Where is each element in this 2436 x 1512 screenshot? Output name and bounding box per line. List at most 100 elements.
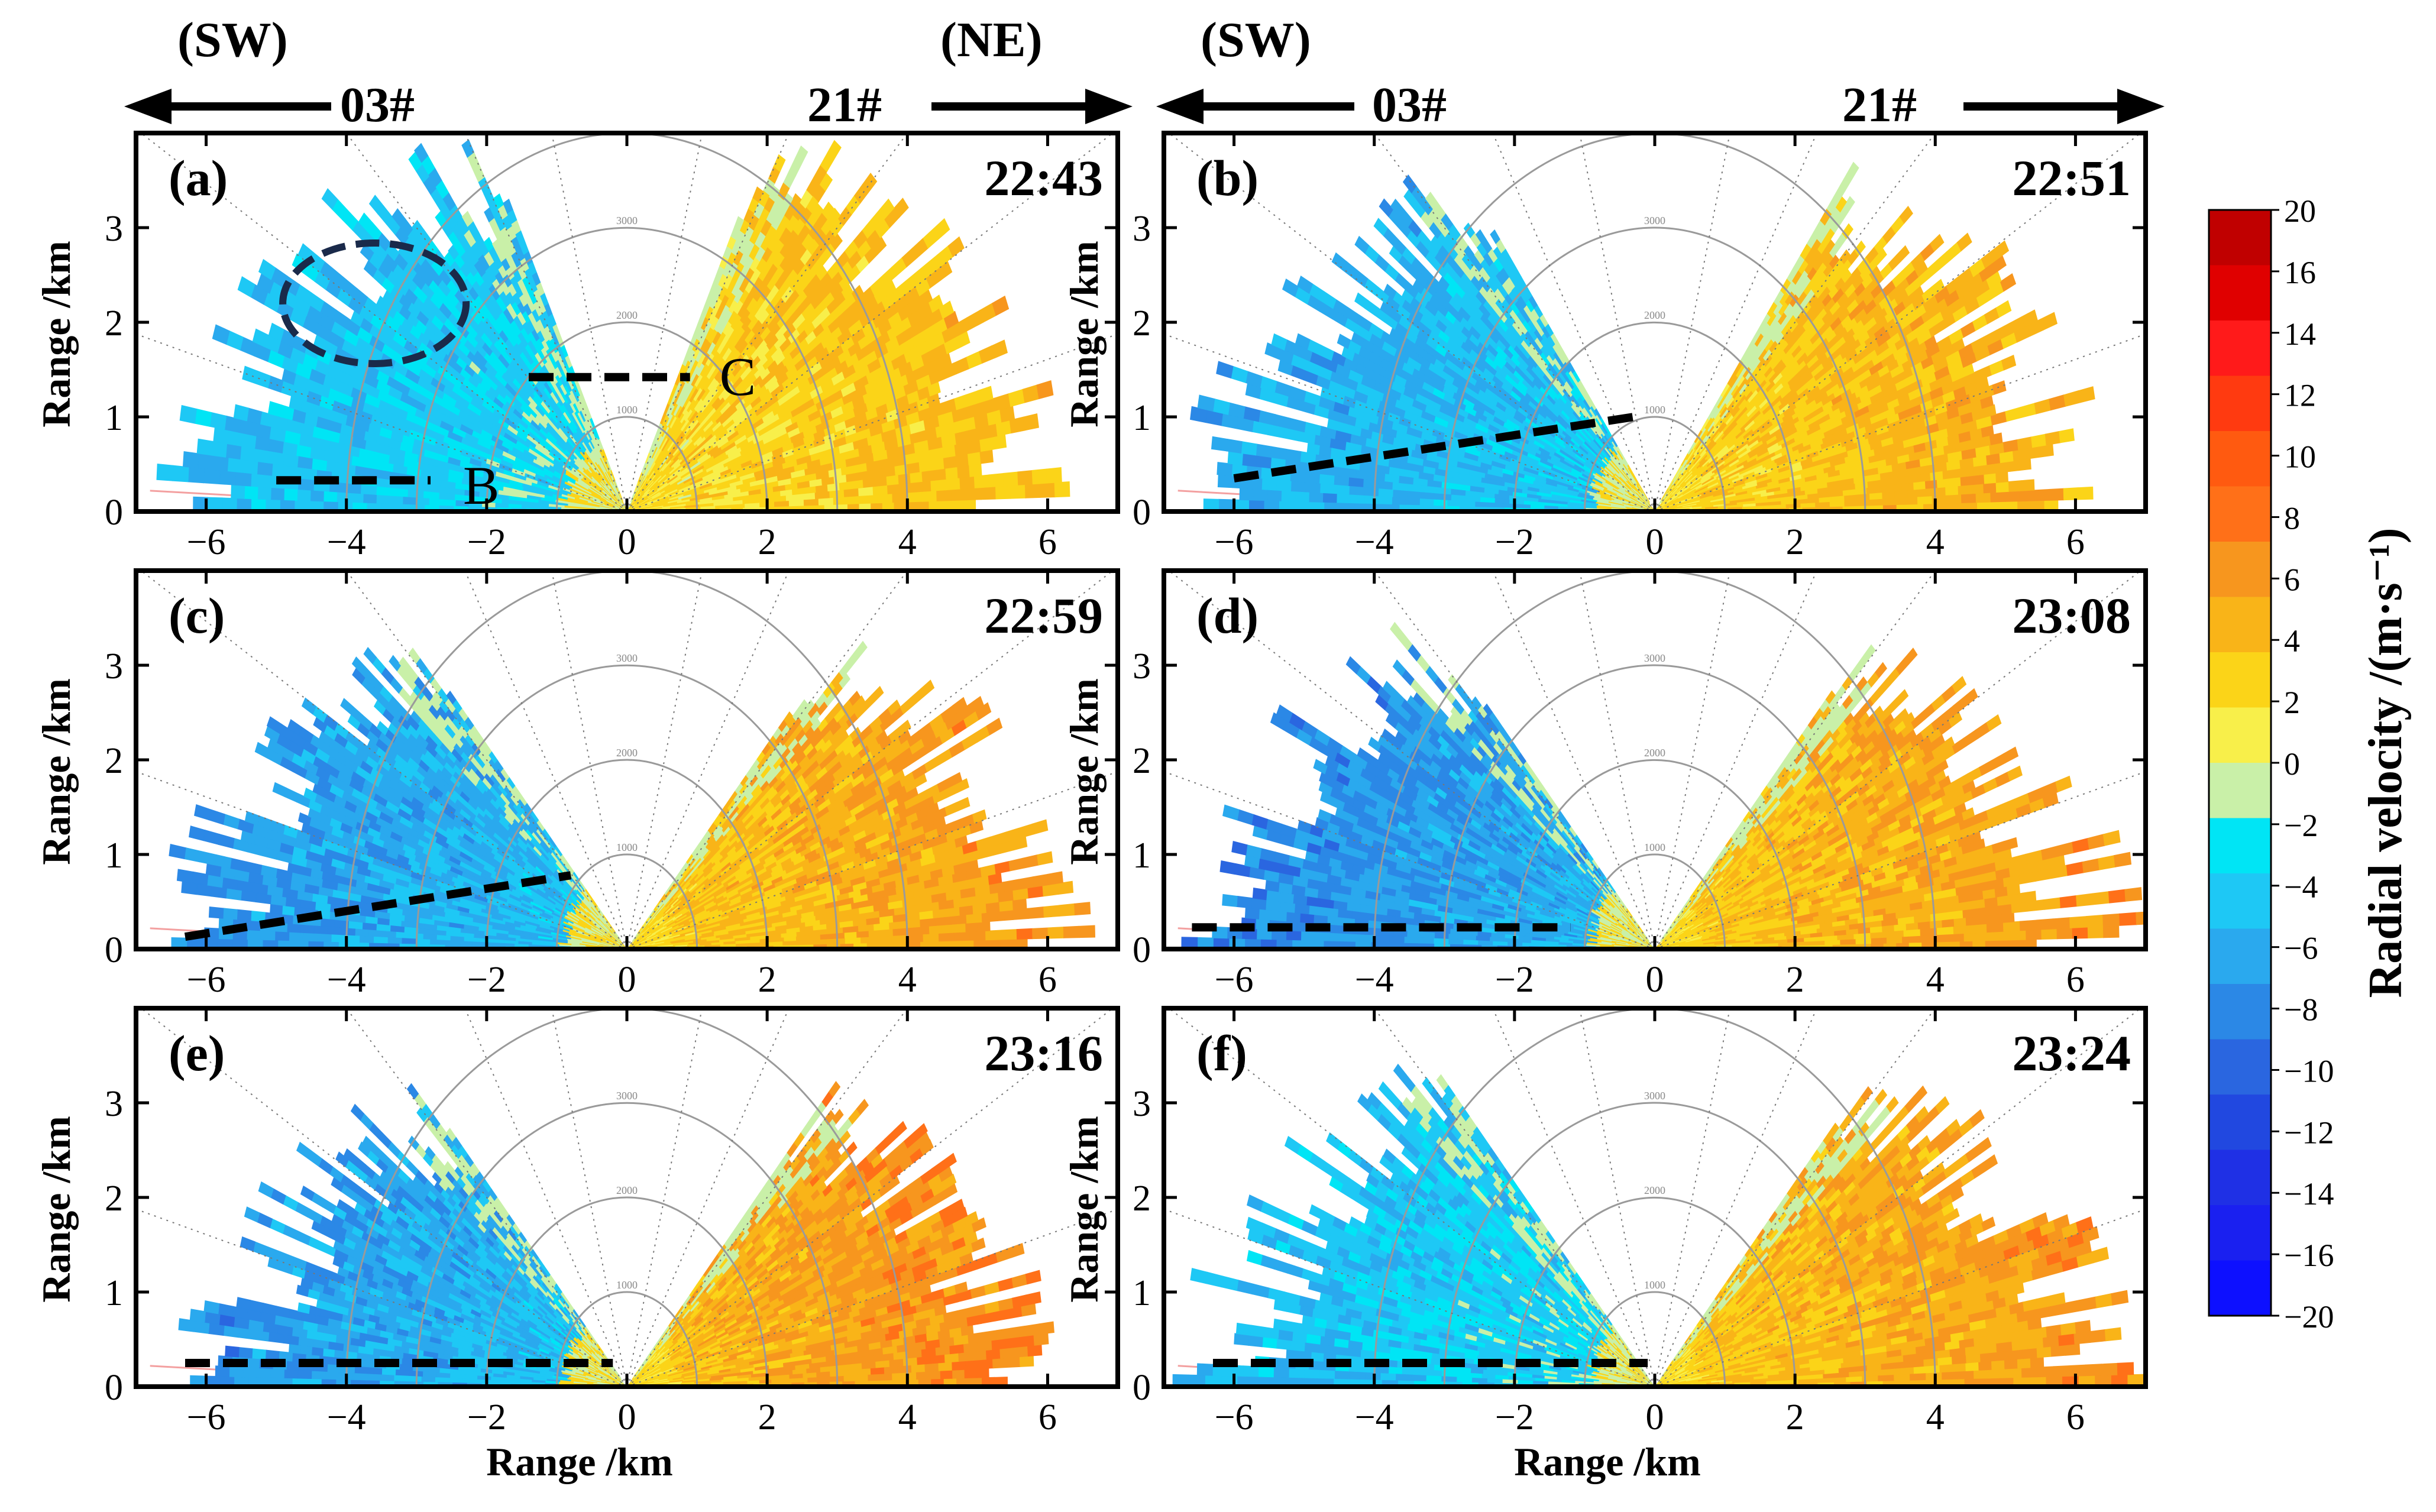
range-ring-label: 2000: [616, 309, 638, 321]
velocity-cell: [2002, 439, 2019, 453]
velocity-cell: [1995, 481, 2010, 493]
panel-time: 22:43: [984, 150, 1103, 206]
velocity-cell: [252, 328, 269, 348]
velocity-cell: [1907, 488, 1921, 498]
velocity-cell: [1216, 361, 1234, 379]
velocity-cell: [392, 208, 406, 227]
velocity-cell: [411, 219, 425, 238]
velocity-cell: [283, 488, 298, 501]
y-tick-label: 0: [105, 493, 123, 533]
velocity-cell: [461, 211, 474, 227]
panel-label: (a): [169, 150, 228, 206]
velocity-cell: [821, 201, 835, 220]
x-tick-label: −6: [187, 522, 226, 562]
right-west-arrowhead: [1156, 89, 1204, 124]
velocity-cell: [2063, 487, 2079, 501]
velocity-cell: [2078, 386, 2095, 403]
range-ring-label: 4000: [616, 120, 638, 132]
velocity-cell: [939, 300, 955, 319]
velocity-cell: [1282, 278, 1299, 297]
velocity-cell: [1322, 492, 1337, 503]
velocity-field: [150, 139, 1070, 511]
velocity-cell: [879, 198, 895, 219]
velocity-cell: [358, 212, 374, 232]
velocity-cell: [1295, 333, 1311, 350]
x-tick-label: −2: [467, 522, 506, 562]
velocity-cell: [1903, 496, 1919, 505]
velocity-cell: [1334, 484, 1350, 495]
velocity-cell: [363, 493, 377, 504]
velocity-cell: [1308, 491, 1324, 503]
velocity-cell: [1984, 472, 1997, 484]
velocity-cell: [794, 145, 808, 165]
range-ring-label: 1000: [616, 404, 638, 416]
velocity-cell: [197, 453, 214, 470]
velocity-cell: [901, 481, 917, 494]
velocity-cell: [1217, 474, 1234, 488]
velocity-cell: [933, 218, 950, 239]
left-runway-east: 21#: [807, 77, 882, 132]
velocity-cell: [414, 143, 429, 163]
velocity-cell: [203, 468, 221, 485]
range-ring: [555, 416, 698, 511]
velocity-cell: [1960, 475, 1974, 486]
velocity-cell: [2019, 403, 2037, 418]
velocity-cell: [1271, 333, 1287, 351]
radial-line: [136, 333, 627, 511]
velocity-cell: [428, 497, 443, 506]
velocity-cell: [979, 449, 994, 464]
velocity-cell: [944, 477, 961, 491]
velocity-cell: [211, 441, 228, 458]
velocity-cell: [194, 408, 212, 427]
velocity-cell: [1023, 413, 1039, 431]
velocity-cell: [921, 470, 935, 482]
velocity-cell: [1391, 496, 1406, 505]
velocity-cell: [336, 491, 351, 503]
velocity-cell: [898, 472, 911, 484]
velocity-cell: [1348, 485, 1364, 496]
velocity-cell: [2008, 480, 2023, 492]
velocity-cell: [212, 324, 230, 345]
velocity-cell: [1364, 494, 1379, 504]
velocity-cell: [1046, 467, 1062, 484]
velocity-cell: [1992, 380, 2007, 395]
velocity-cell: [2031, 433, 2047, 448]
velocity-cell: [1290, 480, 1306, 493]
y-tick-label: 2: [105, 303, 123, 344]
velocity-cell: [1983, 482, 1997, 494]
velocity-cell: [1873, 498, 1889, 506]
x-tick-label: 0: [618, 522, 636, 562]
velocity-cell: [1958, 484, 1972, 495]
velocity-cell: [1405, 497, 1421, 506]
x-tick-label: 4: [898, 522, 917, 562]
velocity-cell: [980, 486, 997, 500]
velocity-cell: [267, 375, 284, 393]
right-runway-west: 03#: [1372, 77, 1447, 132]
velocity-cell: [1261, 478, 1277, 491]
velocity-cell: [2021, 479, 2035, 491]
velocity-cell: [1036, 380, 1054, 400]
velocity-cell: [2001, 354, 2017, 371]
velocity-cell: [1054, 481, 1070, 498]
velocity-cell: [827, 140, 842, 160]
velocity-cell: [461, 139, 475, 158]
velocity-cell: [241, 459, 258, 475]
velocity-cell: [209, 412, 227, 430]
velocity-cell: [1203, 498, 1219, 511]
velocity-cell: [943, 310, 959, 329]
velocity-cell: [1255, 443, 1272, 458]
velocity-cell: [1859, 498, 1875, 506]
range-ring: [345, 133, 908, 511]
velocity-cell: [2034, 399, 2052, 415]
velocity-cell: [1267, 489, 1282, 501]
velocity-cell: [1354, 292, 1369, 309]
velocity-cell: [225, 443, 242, 460]
y-tick-label: 3: [105, 209, 123, 249]
velocity-cell: [1920, 487, 1934, 497]
velocity-cell: [827, 208, 841, 226]
velocity-cell: [187, 467, 205, 484]
velocity-cell: [268, 401, 283, 417]
velocity-cell: [1010, 484, 1026, 499]
velocity-cell: [2017, 458, 2031, 471]
velocity-cell: [973, 474, 990, 488]
